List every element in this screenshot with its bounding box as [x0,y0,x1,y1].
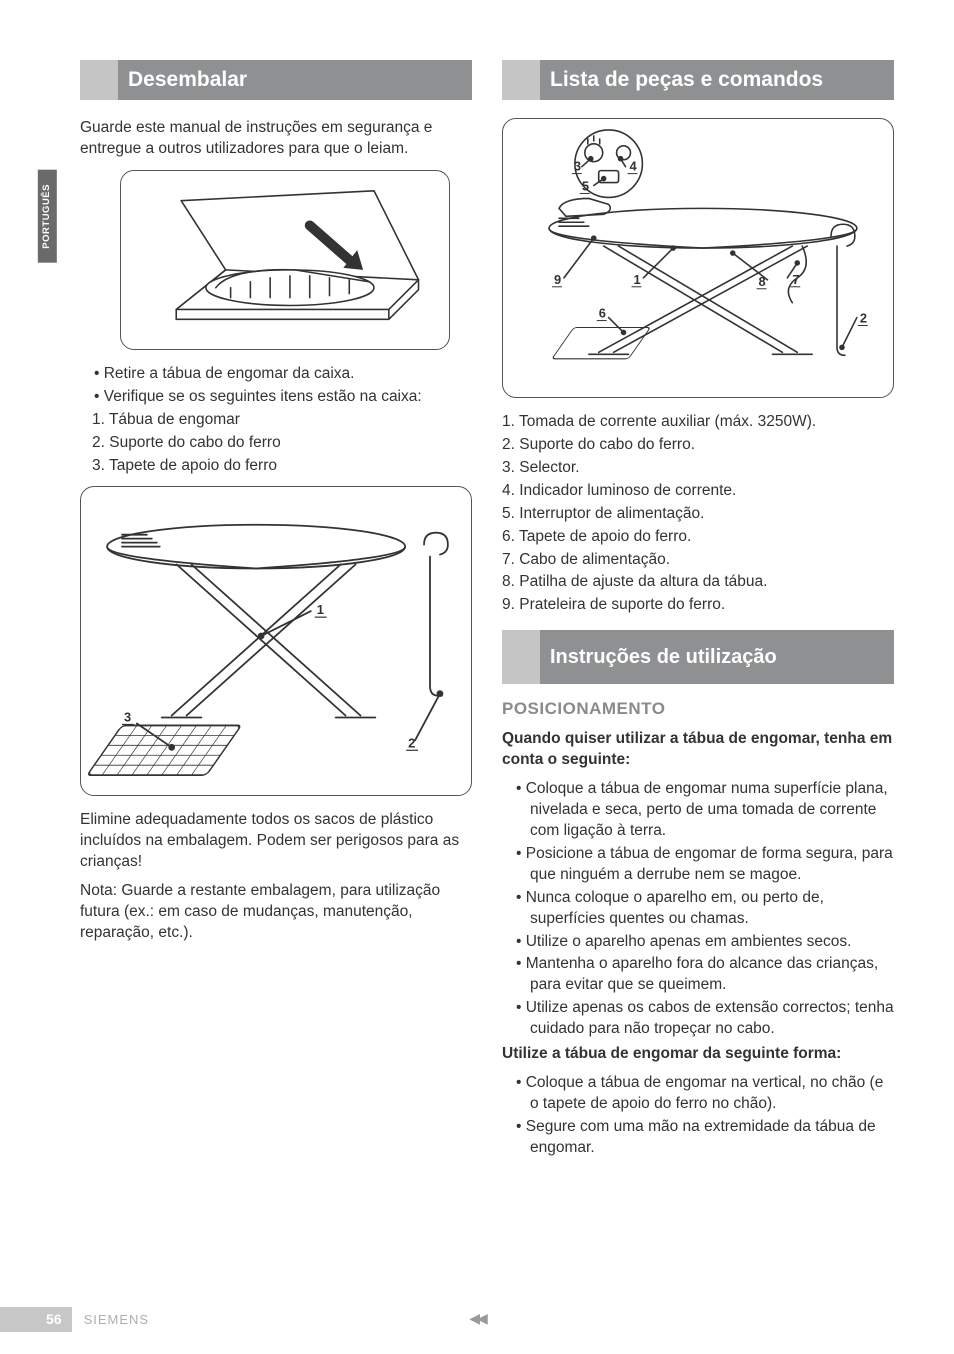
page-number: 56 [0,1307,72,1332]
diagram-label: 1 [317,603,324,618]
diagram-label: 1 [633,272,640,287]
diagram-label: 2 [860,311,867,326]
list-item: Coloque a tábua de engomar na vertical, … [516,1073,894,1115]
right-column: Lista de peças e comandos [502,60,894,1161]
list-item: 8. Patilha de ajuste da altura da tábua. [518,572,894,593]
box-items: 1. Tábua de engomar 2. Suporte do cabo d… [80,410,472,477]
note-text: Nota: Guarde a restante embalagem, para … [80,881,472,944]
header-tab [502,630,540,684]
figure-parts-diagram: 3 4 5 9 1 8 7 6 2 [502,118,894,398]
list-item: 3. Tapete de apoio do ferro [108,456,472,477]
nav-arrows-icon: ◀◀ [469,1309,485,1328]
list-item: 2. Suporte do cabo do ferro [108,433,472,454]
diagram-label: 5 [582,178,589,193]
header-tab [80,60,118,100]
diagram-label: 4 [629,159,637,174]
unpack-bullets: Retire a tábua de engomar da caixa. Veri… [80,364,472,408]
parts-list: 1. Tomada de corrente auxiliar (máx. 325… [502,412,894,616]
positioning-bullets: Coloque a tábua de engomar numa superfíc… [502,779,894,1040]
list-item: 5. Interruptor de alimentação. [518,504,894,525]
intro-text: Guarde este manual de instruções em segu… [80,118,472,160]
list-item: 9. Prateleira de suporte do ferro. [518,595,894,616]
list-item: 6. Tapete de apoio do ferro. [518,527,894,548]
list-item: Utilize apenas os cabos de extensão corr… [516,998,894,1040]
figure-board-parts: 1 2 3 [80,486,472,796]
header-tab [502,60,540,100]
header-title: Lista de peças e comandos [540,60,894,100]
figure-box [120,170,450,350]
warning-text: Elimine adequadamente todos os sacos de … [80,810,472,873]
list-item: Nunca coloque o aparelho em, ou perto de… [516,888,894,930]
list-item: Mantenha o aparelho fora do alcance das … [516,954,894,996]
list-item: Segure com uma mão na extremidade da táb… [516,1117,894,1159]
language-tab: PORTUGUÊS [38,170,57,263]
lead-text: Quando quiser utilizar a tábua de engoma… [502,729,894,771]
lead-text: Utilize a tábua de engomar da seguinte f… [502,1044,894,1065]
list-item: Utilize o aparelho apenas em ambientes s… [516,932,894,953]
list-item: 3. Selector. [518,458,894,479]
diagram-label: 7 [792,272,799,287]
list-item: 1. Tábua de engomar [108,410,472,431]
diagram-label: 8 [759,274,766,289]
list-item: Retire a tábua de engomar da caixa. [94,364,472,385]
list-item: 7. Cabo de alimentação. [518,550,894,571]
subsection-title: POSICIONAMENTO [502,698,894,721]
list-item: 1. Tomada de corrente auxiliar (máx. 325… [518,412,894,433]
list-item: Posicione a tábua de engomar de forma se… [516,844,894,886]
section-header-instructions: Instruções de utilização [502,630,894,684]
brand-name: SIEMENS [84,1311,150,1329]
diagram-label: 9 [554,272,561,287]
list-item: Coloque a tábua de engomar numa superfíc… [516,779,894,842]
header-title: Instruções de utilização [540,630,894,684]
section-header-parts: Lista de peças e comandos [502,60,894,100]
page-footer: 56 SIEMENS [0,1307,149,1332]
diagram-label: 6 [599,306,606,321]
section-header-unpack: Desembalar [80,60,472,100]
header-title: Desembalar [118,60,472,100]
page-content: Desembalar Guarde este manual de instruç… [0,0,954,1201]
diagram-label: 3 [574,159,581,174]
diagram-label: 3 [124,710,131,725]
list-item: 2. Suporte do cabo do ferro. [518,435,894,456]
left-column: Desembalar Guarde este manual de instruç… [80,60,472,1161]
list-item: Verifique se os seguintes itens estão na… [94,387,472,408]
usage-bullets: Coloque a tábua de engomar na vertical, … [502,1073,894,1159]
diagram-label: 2 [408,736,415,751]
list-item: 4. Indicador luminoso de corrente. [518,481,894,502]
